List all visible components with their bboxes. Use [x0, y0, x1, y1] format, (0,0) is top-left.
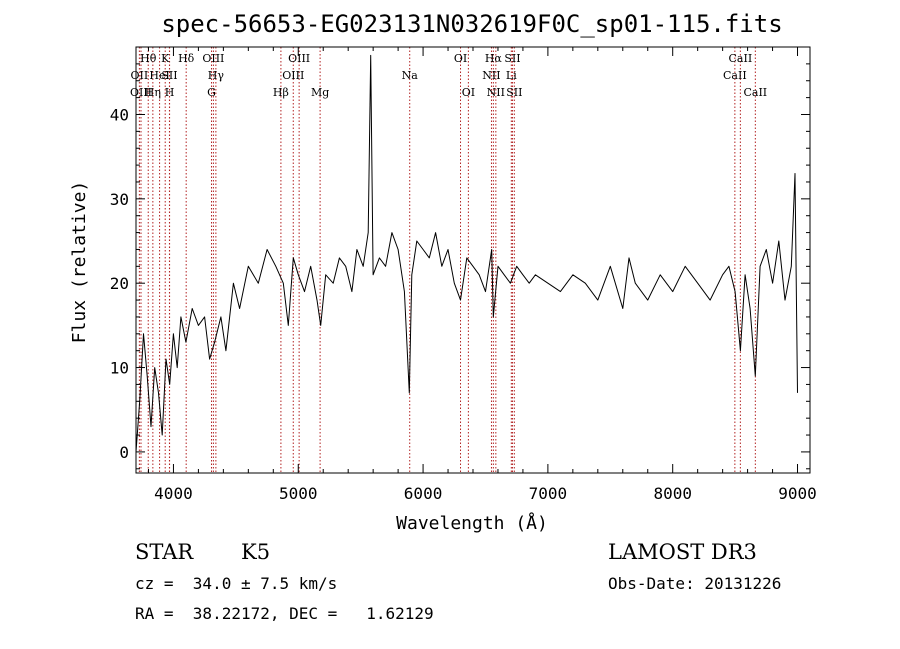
line-label-7: H: [165, 86, 175, 99]
y-tick-label: 10: [110, 359, 129, 378]
line-label-23: NII: [487, 86, 505, 99]
line-label-5: K: [161, 52, 170, 65]
coordinates-text: RA = 38.22172, DEC = 1.62129: [135, 604, 434, 623]
x-tick-label: 4000: [154, 484, 193, 503]
subclass: K5: [241, 540, 271, 564]
y-tick-label: 30: [110, 190, 129, 209]
spectrum-plot: [135, 54, 798, 452]
redshift-text: cz = 34.0 ± 7.5 km/s: [135, 574, 338, 593]
axis-ticks: 4000 5000 6000 7000 8000 9000 0 10 20 30 40: [110, 47, 817, 503]
x-tick-label: 8000: [653, 484, 692, 503]
x-tick-label: 5000: [279, 484, 318, 503]
line-label-22: Li: [506, 69, 517, 82]
line-label-17: OI: [454, 52, 467, 65]
line-label-25: CaII: [729, 52, 753, 65]
y-tick-label: 40: [110, 105, 129, 124]
line-label-10: Hγ: [208, 69, 225, 82]
line-label-11: G: [207, 86, 216, 99]
line-label-13: OIII: [288, 52, 310, 65]
line-label-24: SII: [506, 86, 522, 99]
line-label-14: OIII: [282, 69, 304, 82]
x-tick-label: 6000: [404, 484, 443, 503]
line-label-18: OI: [462, 86, 475, 99]
line-label-2: OIII: [130, 86, 152, 99]
y-tick-label: 20: [110, 274, 129, 293]
line-label-1: OII: [131, 69, 149, 82]
line-label-21: NII: [482, 69, 500, 82]
line-label-27: CaII: [743, 86, 767, 99]
line-markers: [138, 47, 756, 473]
line-label-8: Hδ: [178, 52, 195, 65]
x-tick-label: 7000: [529, 484, 568, 503]
line-label-15: Mg: [311, 86, 329, 99]
line-label-3: Hη: [145, 86, 161, 99]
line-label-4: HeI: [149, 69, 169, 82]
y-axis-label: Flux (relative): [69, 181, 90, 344]
line-label-19: Hα: [485, 52, 503, 65]
x-tick-label: 9000: [778, 484, 817, 503]
line-label-12: Hβ: [273, 86, 289, 99]
chart-title: spec-56653-EG023131N032619F0C_sp01-115.f…: [161, 10, 782, 38]
x-axis-label: Wavelength (Å): [396, 512, 548, 534]
object-class: STAR: [135, 540, 194, 564]
line-label-9: OIII: [202, 52, 224, 65]
obs-date: Obs-Date: 20131226: [608, 574, 782, 593]
plot-frame: [135, 46, 811, 474]
line-label-16: Na: [402, 69, 419, 82]
spectrum-series: [135, 54, 798, 452]
line-label-20: SII: [504, 52, 520, 65]
survey-name: LAMOST DR3: [608, 540, 757, 564]
line-label-26: CaII: [723, 69, 747, 82]
line-label-6: SII: [161, 69, 177, 82]
y-tick-label: 0: [119, 443, 129, 462]
line-label-0: Hθ: [140, 52, 157, 65]
